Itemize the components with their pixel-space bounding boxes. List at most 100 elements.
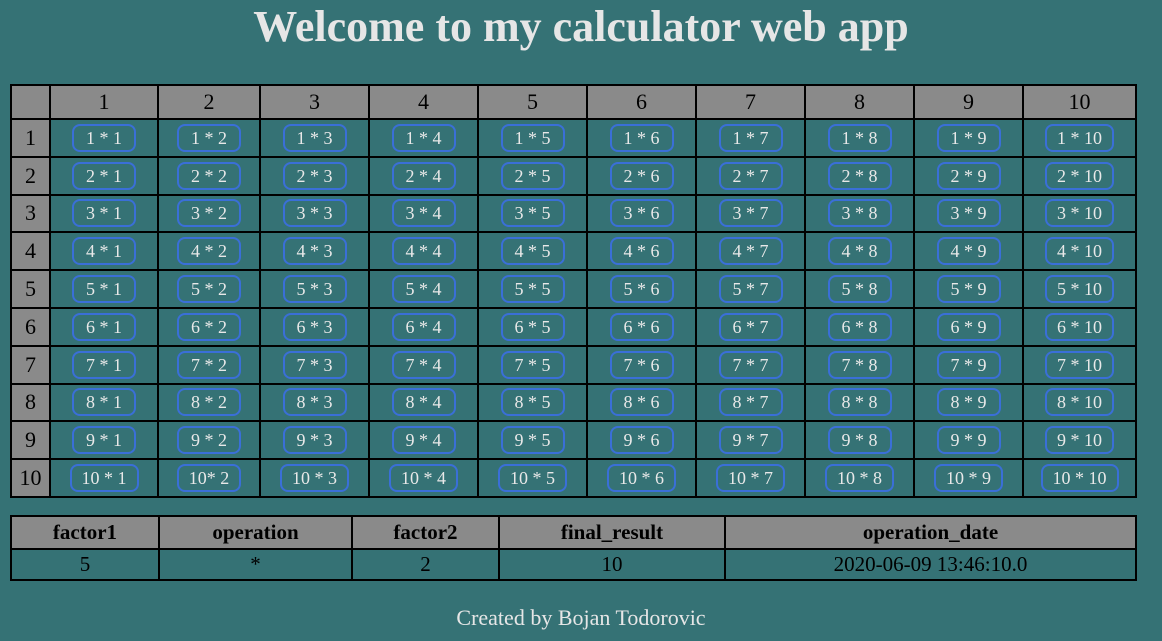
multiply-button[interactable]: 6 * 9 (936, 312, 1001, 341)
multiply-button[interactable]: 2 * 6 (609, 161, 674, 190)
multiply-button[interactable]: 1 * 4 (391, 123, 456, 152)
multiply-button[interactable]: 3 * 8 (827, 199, 892, 228)
multiply-button[interactable]: 2 * 8 (827, 161, 892, 190)
multiply-button[interactable]: 7 * 2 (177, 350, 241, 379)
multiply-button[interactable]: 10 * 7 (716, 464, 785, 493)
multiply-button[interactable]: 6 * 8 (827, 312, 892, 341)
multiply-button[interactable]: 10 * 4 (389, 464, 458, 493)
multiply-button[interactable]: 5 * 3 (282, 275, 347, 304)
multiply-button[interactable]: 5 * 5 (500, 275, 565, 304)
multiply-button[interactable]: 6 * 4 (391, 312, 456, 341)
multiply-button[interactable]: 1 * 8 (827, 123, 892, 152)
multiply-button[interactable]: 1 * 2 (177, 123, 241, 152)
multiply-button[interactable]: 10 * 3 (280, 464, 349, 493)
multiply-button[interactable]: 3 * 7 (718, 199, 783, 228)
multiply-button[interactable]: 4 * 6 (609, 237, 674, 266)
multiply-button[interactable]: 10 * 6 (607, 464, 676, 493)
multiply-button[interactable]: 1 * 9 (936, 123, 1001, 152)
multiply-button[interactable]: 3 * 1 (72, 199, 136, 228)
multiply-button[interactable]: 2 * 4 (391, 161, 456, 190)
multiply-button[interactable]: 8 * 5 (500, 388, 565, 417)
multiply-button[interactable]: 10 * 9 (934, 464, 1003, 493)
multiply-button[interactable]: 6 * 2 (177, 312, 241, 341)
multiply-button[interactable]: 10* 2 (176, 464, 242, 493)
multiply-button[interactable]: 4 * 10 (1045, 237, 1114, 266)
multiply-button[interactable]: 9 * 3 (282, 426, 347, 455)
multiply-button[interactable]: 7 * 8 (827, 350, 892, 379)
multiply-button[interactable]: 6 * 10 (1045, 312, 1114, 341)
multiply-button[interactable]: 6 * 6 (609, 312, 674, 341)
multiply-button[interactable]: 2 * 2 (177, 161, 241, 190)
multiply-button[interactable]: 9 * 1 (72, 426, 136, 455)
multiply-button[interactable]: 1 * 7 (718, 123, 783, 152)
multiply-button[interactable]: 4 * 3 (282, 237, 347, 266)
multiply-button[interactable]: 5 * 8 (827, 275, 892, 304)
multiply-button[interactable]: 7 * 5 (500, 350, 565, 379)
multiply-button[interactable]: 9 * 5 (500, 426, 565, 455)
multiply-button[interactable]: 9 * 2 (177, 426, 241, 455)
multiply-button[interactable]: 2 * 10 (1045, 161, 1114, 190)
multiply-button[interactable]: 3 * 10 (1045, 199, 1114, 228)
multiply-button[interactable]: 5 * 9 (936, 275, 1001, 304)
multiply-button[interactable]: 10 * 10 (1040, 464, 1119, 493)
multiply-button[interactable]: 4 * 2 (177, 237, 241, 266)
multiply-button[interactable]: 8 * 10 (1045, 388, 1114, 417)
multiply-button[interactable]: 7 * 1 (72, 350, 136, 379)
multiply-button[interactable]: 2 * 9 (936, 161, 1001, 190)
multiply-button[interactable]: 3 * 2 (177, 199, 241, 228)
multiply-button[interactable]: 9 * 8 (827, 426, 892, 455)
multiply-button[interactable]: 8 * 1 (72, 388, 136, 417)
multiply-button[interactable]: 8 * 4 (391, 388, 456, 417)
multiply-button[interactable]: 7 * 7 (718, 350, 783, 379)
multiply-button[interactable]: 8 * 6 (609, 388, 674, 417)
multiply-button[interactable]: 3 * 4 (391, 199, 456, 228)
multiply-button[interactable]: 4 * 9 (936, 237, 1001, 266)
multiply-button[interactable]: 6 * 5 (500, 312, 565, 341)
multiply-button[interactable]: 1 * 6 (609, 123, 674, 152)
multiply-button[interactable]: 5 * 6 (609, 275, 674, 304)
multiply-button[interactable]: 6 * 1 (72, 312, 136, 341)
multiply-button[interactable]: 4 * 8 (827, 237, 892, 266)
multiply-button[interactable]: 2 * 5 (500, 161, 565, 190)
multiply-button[interactable]: 6 * 7 (718, 312, 783, 341)
multiply-button[interactable]: 9 * 9 (936, 426, 1001, 455)
multiply-button[interactable]: 3 * 9 (936, 199, 1001, 228)
multiply-button[interactable]: 4 * 1 (72, 237, 136, 266)
multiply-button[interactable]: 7 * 3 (282, 350, 347, 379)
multiply-button[interactable]: 5 * 10 (1045, 275, 1114, 304)
multiply-button[interactable]: 3 * 6 (609, 199, 674, 228)
multiply-button[interactable]: 7 * 6 (609, 350, 674, 379)
multiply-button[interactable]: 8 * 3 (282, 388, 347, 417)
multiply-button[interactable]: 1 * 1 (72, 123, 136, 152)
multiply-button[interactable]: 6 * 3 (282, 312, 347, 341)
multiply-button[interactable]: 5 * 2 (177, 275, 241, 304)
multiply-button[interactable]: 9 * 6 (609, 426, 674, 455)
multiply-button[interactable]: 10 * 5 (498, 464, 567, 493)
multiply-button[interactable]: 8 * 7 (718, 388, 783, 417)
multiply-button[interactable]: 5 * 4 (391, 275, 456, 304)
multiply-button[interactable]: 3 * 5 (500, 199, 565, 228)
multiply-button[interactable]: 4 * 4 (391, 237, 456, 266)
multiply-button[interactable]: 1 * 5 (500, 123, 565, 152)
multiply-button[interactable]: 7 * 4 (391, 350, 456, 379)
multiply-button[interactable]: 2 * 7 (718, 161, 783, 190)
multiply-button[interactable]: 7 * 10 (1045, 350, 1114, 379)
multiply-button[interactable]: 8 * 2 (177, 388, 241, 417)
multiply-button[interactable]: 5 * 1 (72, 275, 136, 304)
multiply-button[interactable]: 8 * 8 (827, 388, 892, 417)
multiply-button[interactable]: 9 * 10 (1045, 426, 1114, 455)
multiply-button[interactable]: 9 * 4 (391, 426, 456, 455)
multiply-button[interactable]: 10 * 1 (69, 464, 139, 493)
multiply-button[interactable]: 1 * 3 (282, 123, 347, 152)
multiply-button[interactable]: 8 * 9 (936, 388, 1001, 417)
multiply-button[interactable]: 7 * 9 (936, 350, 1001, 379)
multiply-button[interactable]: 9 * 7 (718, 426, 783, 455)
multiply-button[interactable]: 3 * 3 (282, 199, 347, 228)
multiply-button[interactable]: 4 * 5 (500, 237, 565, 266)
multiply-button[interactable]: 5 * 7 (718, 275, 783, 304)
multiply-button[interactable]: 2 * 3 (282, 161, 347, 190)
multiply-button[interactable]: 4 * 7 (718, 237, 783, 266)
multiply-button[interactable]: 1 * 10 (1045, 123, 1114, 152)
multiply-button[interactable]: 10 * 8 (825, 464, 894, 493)
multiply-button[interactable]: 2 * 1 (72, 161, 136, 190)
